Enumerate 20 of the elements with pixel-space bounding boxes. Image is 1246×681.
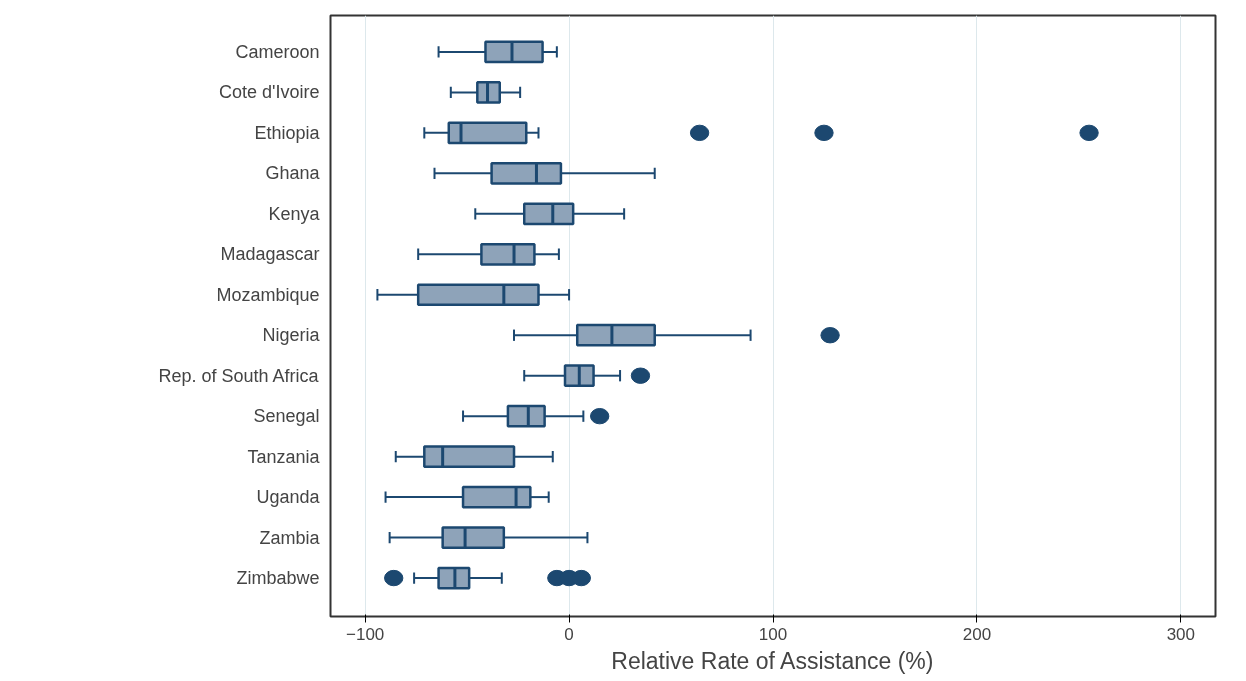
x-tick-label: −100 (346, 624, 385, 644)
x-axis-title: Relative Rate of Assistance (%) (611, 647, 934, 674)
y-tick-label: Ethiopia (254, 122, 321, 143)
y-tick-label: Kenya (268, 203, 321, 224)
y-tick-label: Uganda (256, 487, 321, 508)
y-tick-label: Nigeria (262, 325, 321, 346)
x-tick-label: 200 (962, 624, 992, 644)
y-tick-label: Cote d'Ivoire (219, 82, 320, 103)
y-tick-label: Madagascar (220, 244, 320, 265)
y-tick-label: Rep. of South Africa (158, 365, 320, 386)
y-tick-label: Tanzania (247, 446, 321, 467)
y-tick-label: Zimbabwe (236, 568, 320, 589)
x-tick-label: 0 (564, 624, 574, 644)
y-tick-label: Mozambique (216, 284, 320, 305)
y-tick-label: Senegal (253, 406, 320, 427)
x-tick-label: 300 (1166, 624, 1196, 644)
y-tick-label: Ghana (265, 163, 321, 184)
y-tick-label: Zambia (259, 527, 321, 548)
y-tick-label: Cameroon (235, 41, 320, 62)
x-tick-label: 100 (758, 624, 788, 644)
